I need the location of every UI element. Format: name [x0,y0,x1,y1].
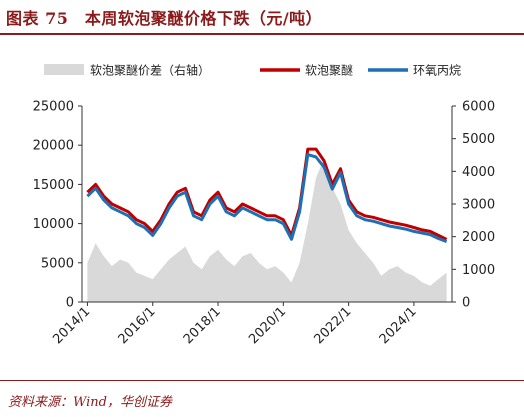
legend-item-polyether: 软泡聚醚 [260,64,353,78]
area-layer [87,158,447,302]
x-tick-label: 2022/1 [311,304,354,347]
source-note: 资料来源：Wind，华创证券 [8,395,172,410]
y-tick-label-right: 5000 [462,132,495,147]
title-bar: 图表 75 本周软泡聚醚价格下跌（元/吨） [0,0,524,35]
x-tick-label: 2020/1 [246,304,289,347]
series-line-polyether [86,147,448,241]
y-tick-label-left: 25000 [33,100,74,115]
y-tick-label-right: 3000 [462,198,495,213]
y-tick-label-left: 0 [66,296,74,311]
y-tick-label-right: 2000 [462,230,495,245]
footer-divider [0,380,524,381]
legend-label: 软泡聚醚价差（右轴） [90,63,210,78]
legend-label: 环氧丙烷 [413,64,461,78]
chart: 软泡聚醚价差（右轴） 软泡聚醚 环氧丙烷 050001000015000200002… [33,63,495,348]
y-tick-label-left: 20000 [33,139,74,154]
x-tick-label: 2014/1 [50,304,93,347]
legend-item-propylene-oxide: 环氧丙烷 [368,64,461,78]
series-area-spread [87,158,447,302]
y-tick-label-right: 4000 [462,165,495,180]
series-line-propylene-oxide [86,153,448,244]
y-tick-label-left: 10000 [33,217,74,232]
title-divider [0,33,524,35]
axes: 0 5000 10000 15000 20000 25000 0 1000 2000 3000 40… [33,100,495,348]
line-layer [86,147,448,244]
x-tick-label: 2018/1 [181,304,224,347]
x-tick-label: 2024/1 [377,304,420,347]
legend-label: 软泡聚醚 [305,64,353,78]
y-tick-label-right: 6000 [462,100,495,115]
legend: 软泡聚醚价差（右轴） 软泡聚醚 环氧丙烷 [44,63,461,78]
legend-item-spread: 软泡聚醚价差（右轴） [44,63,210,78]
x-tick-label: 2016/1 [116,304,159,347]
y-tick-label-right: 1000 [462,263,495,278]
y-tick-label-right: 0 [462,296,470,311]
legend-swatch [44,64,84,75]
y-tick-label-left: 5000 [41,256,74,271]
chart-title: 图表 75 本周软泡聚醚价格下跌（元/吨） [6,9,323,28]
y-tick-label-left: 15000 [33,178,74,193]
